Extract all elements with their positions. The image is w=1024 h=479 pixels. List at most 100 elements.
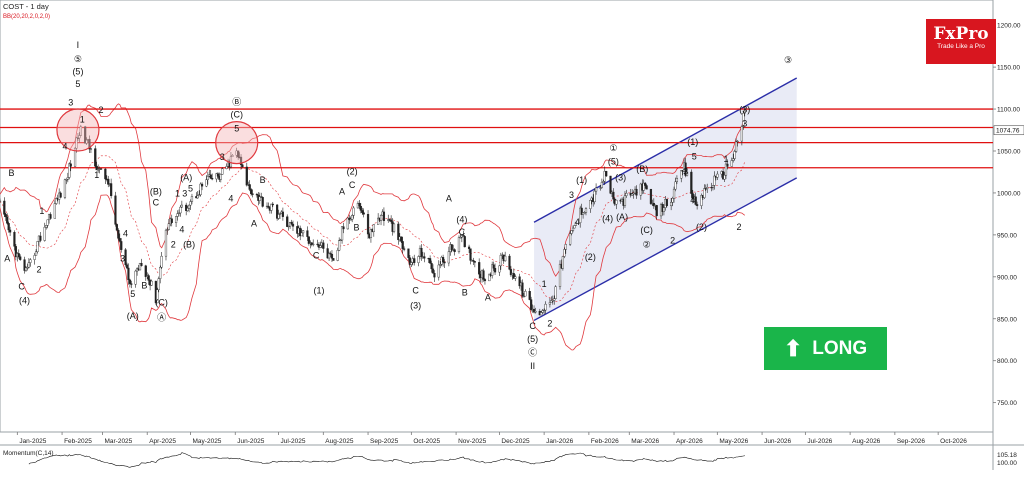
wave-label: 1: [94, 170, 99, 180]
wave-label: (2): [696, 222, 707, 232]
candle-body: [625, 193, 628, 196]
candle-body: [255, 194, 259, 196]
candle-body: [125, 264, 129, 269]
candle-body: [462, 235, 465, 237]
candle-body: [190, 196, 194, 202]
wave-label: B: [260, 175, 266, 185]
wave-label: B: [141, 281, 147, 291]
candle-body: [734, 141, 738, 152]
candle-body: [554, 286, 557, 299]
x-tick-label: Jan-2026: [546, 438, 573, 445]
candle-body: [36, 241, 39, 252]
candle-body: [670, 202, 673, 207]
x-tick-label: Jul-2026: [807, 438, 832, 445]
candle-body: [128, 279, 131, 284]
candle-body: [508, 255, 511, 270]
candle-body: [680, 170, 683, 179]
x-tick-label: Nov-2025: [458, 438, 487, 445]
candle-body: [420, 247, 423, 257]
wave-label: (2): [585, 252, 596, 262]
candle-body: [329, 253, 332, 255]
candle-body: [336, 250, 339, 261]
candle-body: [241, 164, 244, 168]
candle-body: [157, 278, 160, 290]
candle-body: [478, 262, 481, 275]
candle-body: [413, 258, 416, 263]
candle-body: [675, 178, 679, 183]
bollinger-lower: [0, 192, 746, 351]
candle-body: [251, 193, 254, 195]
momentum-value-label: 105.18: [997, 452, 1017, 459]
candle-body: [642, 182, 645, 191]
candle-body: [521, 282, 524, 297]
candle-body: [724, 163, 728, 176]
candle-body: [23, 259, 26, 271]
wave-label: C: [529, 321, 536, 331]
candle-body: [277, 214, 280, 219]
wave-label: 3: [182, 188, 187, 198]
candle-body: [662, 207, 666, 212]
candle-body: [160, 255, 163, 268]
candle-body: [89, 148, 93, 150]
candle-body: [342, 226, 345, 230]
y-tick-label: 950.00: [997, 232, 1017, 239]
candle-body: [437, 264, 440, 278]
wave-label: 5: [188, 183, 193, 193]
candle-body: [306, 230, 309, 237]
y-tick-label: 800.00: [997, 358, 1017, 365]
wave-label: (5): [72, 67, 83, 77]
candle-body: [655, 205, 658, 217]
candle-body: [185, 204, 188, 211]
candle-body: [491, 264, 494, 276]
candle-body: [164, 229, 168, 257]
candle-body: [281, 211, 284, 217]
long-signal-badge: ⬆ LONG: [764, 327, 887, 370]
wave-label: 1: [723, 154, 728, 164]
wave-label: (3): [615, 172, 626, 182]
wave-label: 4: [228, 193, 233, 203]
candle-body: [97, 169, 100, 171]
candle-body: [7, 223, 10, 231]
candle-body: [237, 150, 240, 158]
wave-label: 2: [547, 318, 552, 328]
candle-body: [579, 207, 582, 223]
candle-body: [726, 163, 729, 167]
candle-body: [623, 195, 627, 206]
candle-body: [599, 187, 602, 189]
wave-label: II: [530, 361, 535, 371]
candle-body: [730, 160, 733, 167]
candle-body: [76, 137, 80, 139]
wave-label: A: [446, 193, 452, 203]
candle-body: [127, 267, 130, 281]
candle-body: [239, 156, 243, 166]
candle-body: [270, 203, 273, 211]
candle-body: [358, 203, 361, 207]
candle-body: [433, 273, 436, 278]
candle-body: [570, 230, 573, 234]
candle-body: [34, 251, 38, 256]
candle-body: [115, 224, 119, 231]
wave-label: 5: [75, 79, 80, 89]
candle-body: [482, 270, 485, 280]
candle-body: [27, 262, 30, 268]
candle-body: [3, 200, 6, 215]
candle-body: [694, 196, 697, 205]
candle-body: [13, 232, 16, 247]
candle-body: [130, 283, 133, 285]
wave-label: 5: [130, 289, 135, 299]
x-tick-label: Aug-2026: [852, 438, 881, 445]
wave-label: 4: [123, 229, 128, 239]
wave-label: Ⓐ: [157, 312, 166, 322]
candle-body: [352, 207, 355, 216]
candle-body: [453, 249, 456, 253]
candle-body: [114, 195, 117, 225]
candle-body: [488, 273, 491, 282]
candle-body: [558, 263, 562, 287]
candle-body: [278, 213, 282, 215]
candle-body: [59, 192, 62, 198]
highlight-circle: [56, 108, 100, 152]
candle-body: [330, 253, 334, 259]
candle-body: [170, 218, 173, 223]
candle-body: [736, 140, 739, 143]
